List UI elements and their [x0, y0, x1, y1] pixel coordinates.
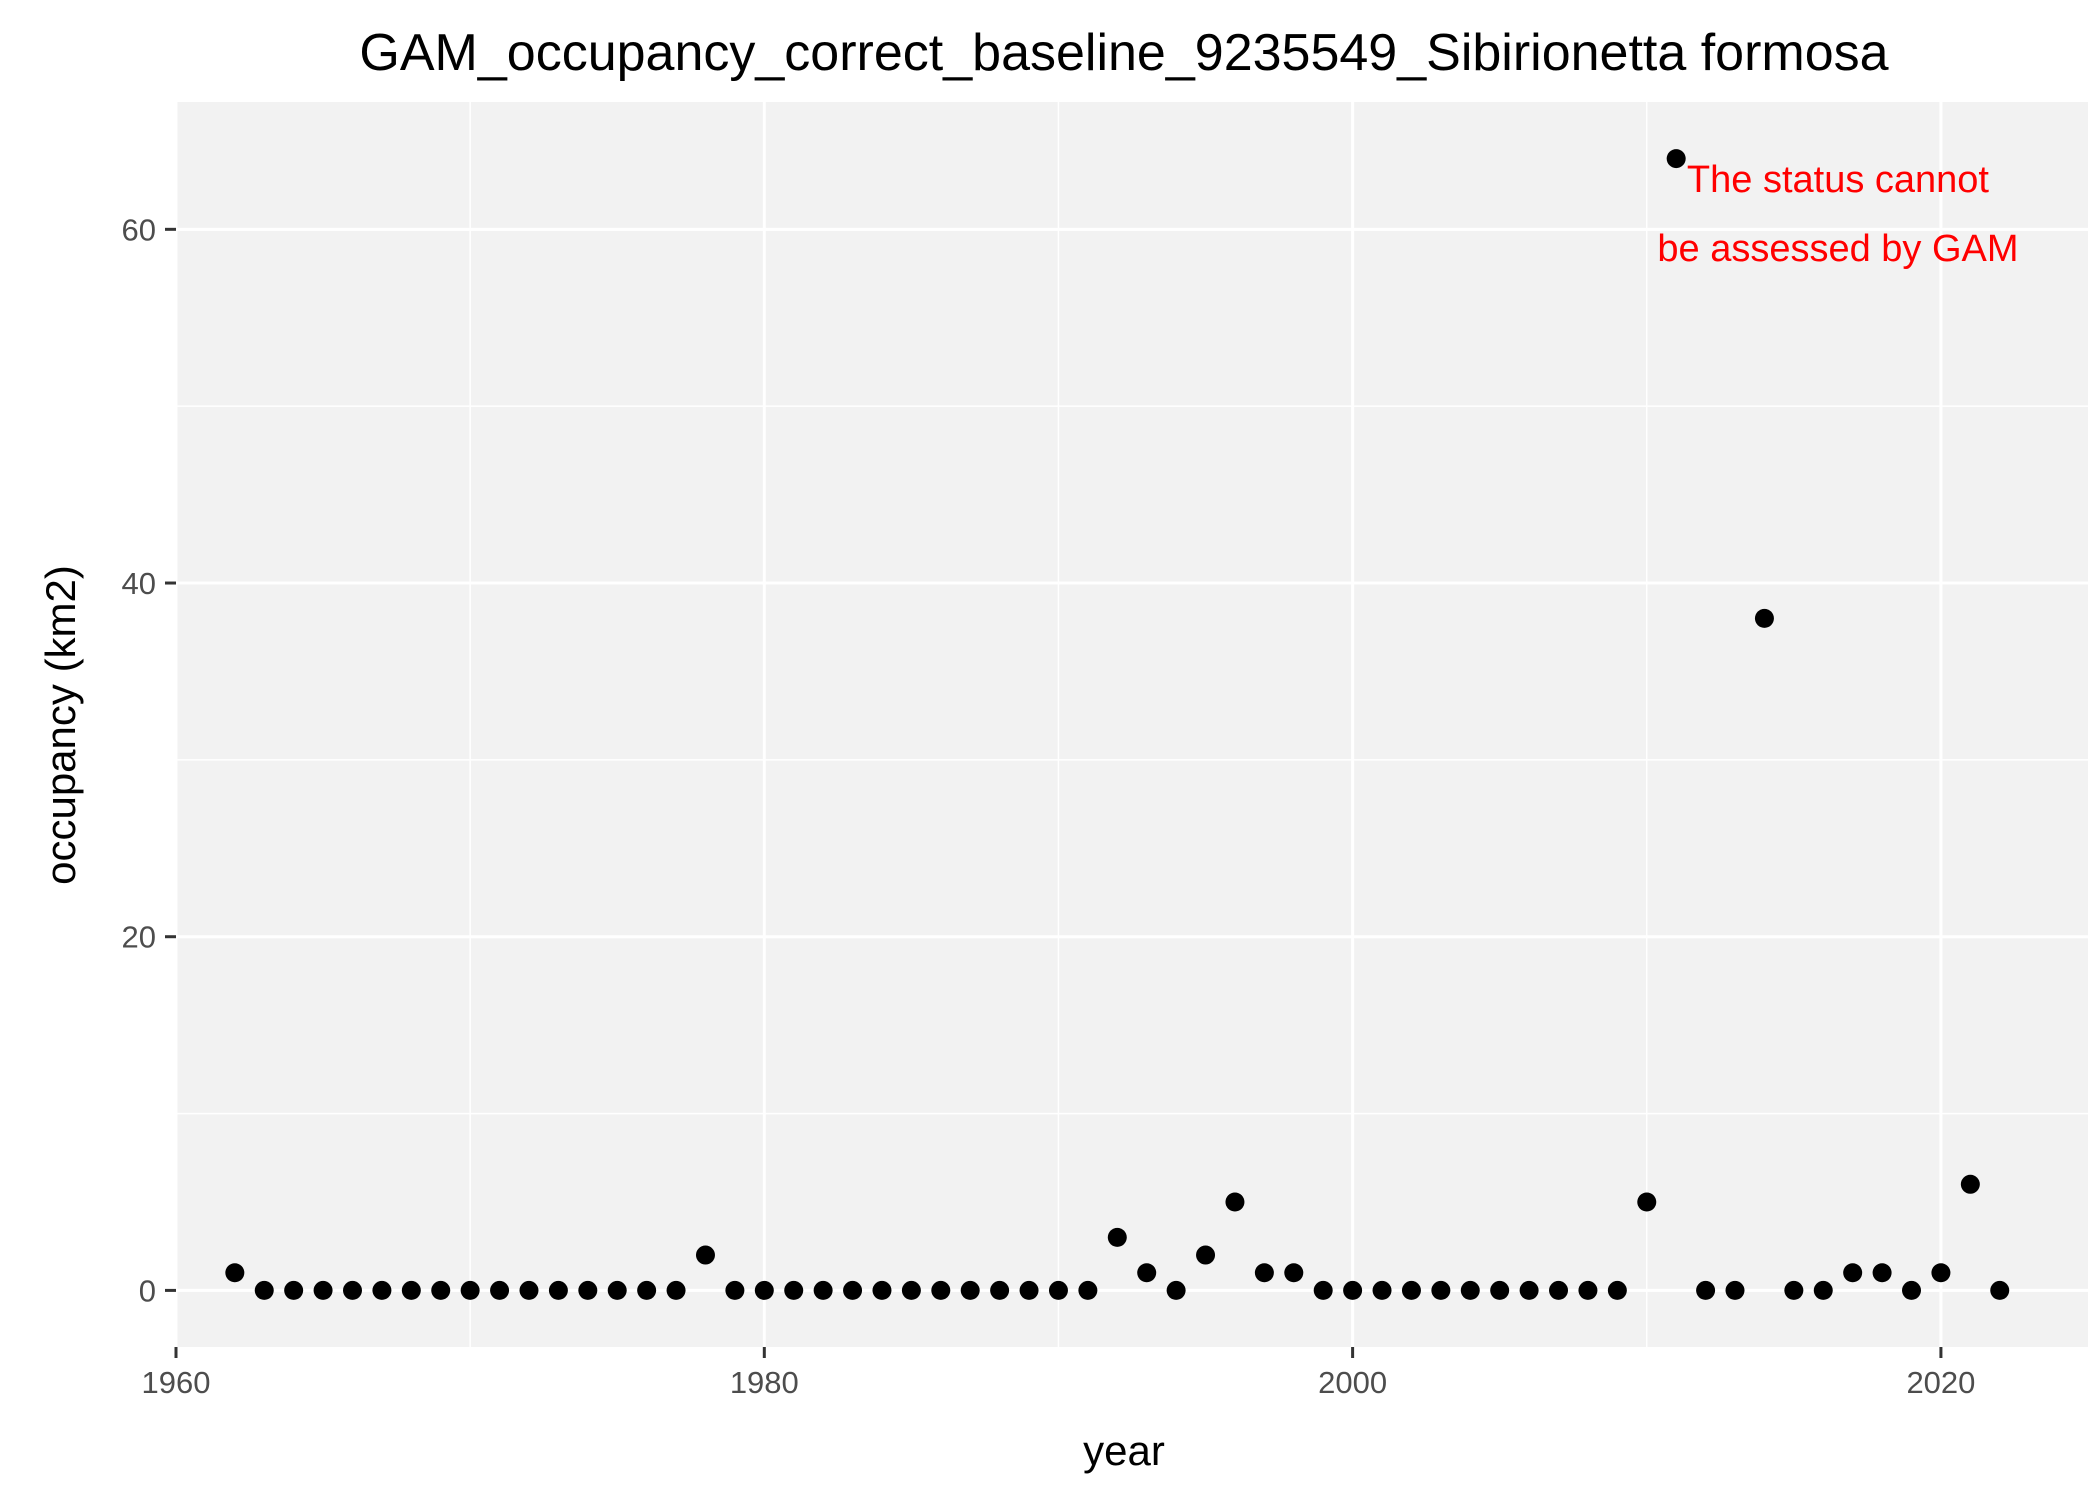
data-point — [313, 1280, 333, 1300]
data-point — [1166, 1280, 1186, 1300]
data-point — [460, 1280, 480, 1300]
x-tick-label: 1960 — [142, 1365, 211, 1400]
y-tick-label: 40 — [122, 566, 156, 601]
chart-title: GAM_occupancy_correct_baseline_9235549_S… — [359, 24, 1888, 82]
data-point — [1666, 149, 1686, 169]
data-point — [931, 1280, 951, 1300]
data-point — [1843, 1263, 1863, 1283]
data-point — [1431, 1280, 1451, 1300]
data-point — [1137, 1263, 1157, 1283]
data-point — [813, 1280, 833, 1300]
data-point — [666, 1280, 686, 1300]
data-point — [960, 1280, 980, 1300]
data-point — [1784, 1280, 1804, 1300]
data-point — [1313, 1280, 1333, 1300]
data-points — [225, 149, 2010, 1300]
data-point — [1019, 1280, 1039, 1300]
data-point — [1578, 1280, 1598, 1300]
data-point — [431, 1280, 451, 1300]
data-point — [1902, 1280, 1922, 1300]
data-point — [1549, 1280, 1569, 1300]
data-point — [1284, 1263, 1304, 1283]
data-point — [1725, 1280, 1745, 1300]
data-point — [695, 1245, 715, 1265]
x-tick-label: 2020 — [1906, 1365, 1975, 1400]
data-point — [607, 1280, 627, 1300]
annotation-line: The status cannot — [1687, 159, 1990, 201]
data-point — [1225, 1192, 1245, 1212]
data-point — [548, 1280, 568, 1300]
data-point — [372, 1280, 392, 1300]
data-point — [1607, 1280, 1627, 1300]
x-axis-label: year — [1083, 1427, 1165, 1474]
data-point — [1490, 1280, 1510, 1300]
data-point — [1519, 1280, 1539, 1300]
x-tick-label: 2000 — [1318, 1365, 1387, 1400]
data-point — [990, 1280, 1010, 1300]
x-tick-label: 1980 — [730, 1365, 799, 1400]
data-point — [1872, 1263, 1892, 1283]
data-point — [578, 1280, 598, 1300]
y-tick-label: 20 — [122, 920, 156, 955]
data-point — [637, 1280, 657, 1300]
data-point — [342, 1280, 362, 1300]
data-point — [1078, 1280, 1098, 1300]
data-point — [843, 1280, 863, 1300]
data-point — [1754, 608, 1774, 628]
annotation-line: be assessed by GAM — [1657, 228, 2018, 270]
data-point — [284, 1280, 304, 1300]
data-point — [754, 1280, 774, 1300]
data-point — [1813, 1280, 1833, 1300]
data-point — [401, 1280, 421, 1300]
minor-gridlines — [176, 102, 2088, 1347]
data-point — [872, 1280, 892, 1300]
data-point — [1343, 1280, 1363, 1300]
status-annotation: The status cannot be assessed by GAM — [1657, 159, 2018, 270]
data-point — [1372, 1280, 1392, 1300]
data-point — [225, 1263, 245, 1283]
data-point — [519, 1280, 539, 1300]
data-point — [1460, 1280, 1480, 1300]
data-point — [1637, 1192, 1657, 1212]
y-axis-label: occupancy (km2) — [37, 565, 84, 885]
y-tick-label: 0 — [139, 1273, 156, 1308]
data-point — [901, 1280, 921, 1300]
data-point — [1931, 1263, 1951, 1283]
data-point — [1960, 1174, 1980, 1194]
y-tick-label: 60 — [122, 212, 156, 247]
data-point — [725, 1280, 745, 1300]
plot-panel — [176, 102, 2088, 1347]
tick-labels: 1960 1980 2000 2020 0 20 40 60 — [122, 212, 1976, 1400]
data-point — [1401, 1280, 1421, 1300]
data-point — [784, 1280, 804, 1300]
data-point — [1990, 1280, 2010, 1300]
axis-ticks — [165, 227, 1943, 1358]
data-point — [1048, 1280, 1068, 1300]
data-point — [1696, 1280, 1716, 1300]
data-point — [1254, 1263, 1274, 1283]
data-point — [490, 1280, 510, 1300]
data-point — [1107, 1227, 1127, 1247]
data-point — [1196, 1245, 1216, 1265]
data-point — [254, 1280, 274, 1300]
